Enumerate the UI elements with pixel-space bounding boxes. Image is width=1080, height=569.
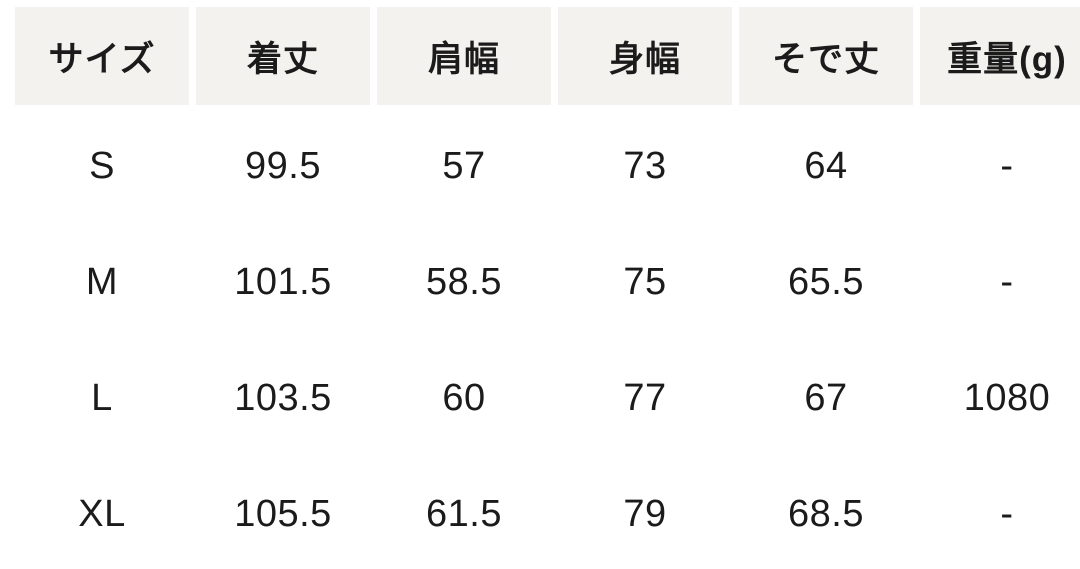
measurement-cell: 60 (442, 377, 486, 419)
size-label: M (85, 261, 119, 303)
measurement-cell: 99.5 (245, 145, 321, 187)
measurement-cell: 61.5 (426, 493, 502, 535)
measurement-cell: 73 (623, 145, 667, 187)
column-header-shoulder-width: 肩幅 (377, 7, 551, 105)
size-label: L (91, 377, 113, 419)
measurement-cell: 67 (804, 377, 848, 419)
measurement-cell: - (1000, 145, 1014, 187)
measurement-cell: 75 (623, 261, 667, 303)
measurement-cell: 68.5 (788, 493, 864, 535)
measurement-cell: 103.5 (234, 377, 332, 419)
measurement-cell: 77 (623, 377, 667, 419)
measurement-cell: 101.5 (234, 261, 332, 303)
measurement-cell: 1080 (963, 377, 1051, 419)
size-chart-table: サイズ 着丈 肩幅 身幅 そで丈 重量(g) S 99.5 57 73 64 -… (15, 7, 1080, 569)
measurement-cell: 79 (623, 493, 667, 535)
measurement-cell: 57 (442, 145, 486, 187)
measurement-cell: 65.5 (788, 261, 864, 303)
measurement-cell: 64 (804, 145, 848, 187)
column-header-body-width: 身幅 (558, 7, 732, 105)
measurement-cell: 105.5 (234, 493, 332, 535)
size-label: S (89, 145, 115, 187)
size-label: XL (78, 493, 126, 535)
column-header-body-length: 着丈 (196, 7, 370, 105)
measurement-cell: 58.5 (426, 261, 502, 303)
measurement-cell: - (1000, 261, 1014, 303)
column-header-weight: 重量(g) (920, 7, 1080, 105)
measurement-cell: - (1000, 493, 1014, 535)
column-header-sleeve-length: そで丈 (739, 7, 913, 105)
column-header-size: サイズ (15, 7, 189, 105)
